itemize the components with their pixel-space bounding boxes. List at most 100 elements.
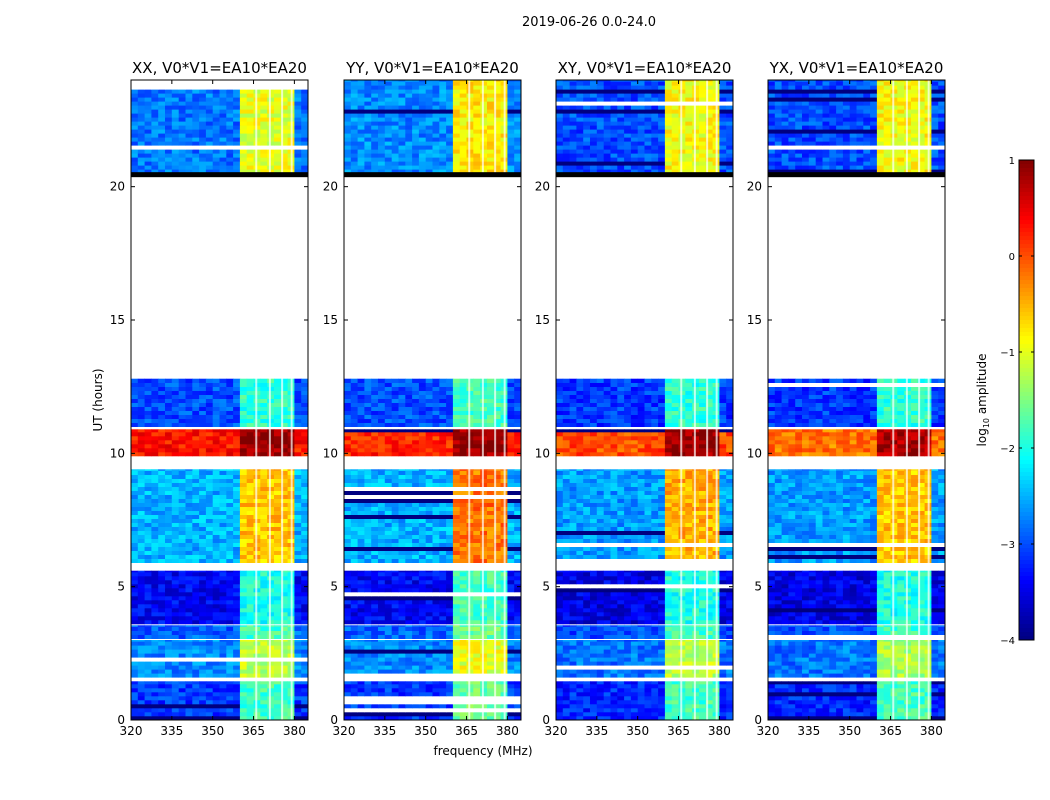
heatmap-cell: [487, 558, 495, 563]
heatmap-cell: [131, 436, 139, 441]
heatmap-cell: [192, 406, 200, 411]
heatmap-cell: [487, 616, 495, 621]
heatmap-cell: [274, 626, 282, 631]
heatmap-cell: [171, 498, 179, 503]
heatmap-cell: [151, 596, 159, 601]
heatmap-cell: [199, 470, 207, 475]
heatmap-cell: [439, 502, 447, 507]
heatmap-cell: [432, 570, 440, 573]
heatmap-cell: [294, 121, 302, 126]
heatmap-cell: [487, 386, 495, 391]
heatmap-cell: [507, 498, 515, 503]
heatmap-cell: [274, 93, 282, 98]
heatmap-cell: [473, 514, 481, 519]
heatmap-cell: [350, 653, 358, 658]
heatmap-cell: [487, 657, 495, 662]
heatmap-cell: [205, 478, 214, 483]
heatmap-cell: [246, 572, 254, 577]
heatmap-cell: [246, 125, 254, 130]
heatmap-cell: [226, 625, 234, 627]
heatmap-cell: [192, 452, 200, 457]
heatmap-cell: [260, 558, 268, 563]
heatmap-cell: [199, 554, 207, 559]
heatmap-cell: [432, 604, 440, 609]
heatmap-cell: [280, 81, 288, 86]
heatmap-cell: [459, 436, 467, 441]
heatmap-cell: [185, 704, 193, 709]
heatmap-cell: [412, 418, 420, 423]
heatmap-cell: [473, 530, 481, 535]
heatmap-cell: [452, 700, 461, 705]
heatmap-cell: [378, 661, 386, 666]
heatmap-cell: [219, 133, 227, 138]
heatmap-cell: [446, 382, 454, 387]
heatmap-cell: [233, 494, 241, 499]
heatmap-cell: [151, 153, 159, 158]
heatmap-cell: [151, 169, 159, 174]
heatmap-cell: [294, 394, 302, 399]
heatmap-cell: [378, 608, 386, 613]
heatmap-cell: [233, 522, 241, 527]
heatmap-cell: [151, 165, 159, 170]
heatmap-cell: [350, 550, 358, 555]
heatmap-cell: [280, 576, 288, 581]
heatmap-cell: [274, 630, 282, 635]
heatmap-cell: [280, 572, 288, 577]
heatmap-cell: [391, 440, 399, 445]
heatmap-cell: [131, 704, 139, 709]
heatmap-cell: [274, 530, 282, 535]
heatmap-cell: [487, 534, 495, 539]
heatmap-cell: [344, 665, 352, 670]
heatmap-cell: [301, 534, 309, 539]
heatmap-cell: [151, 612, 159, 617]
heatmap-cell: [412, 692, 420, 697]
heatmap-cell: [137, 410, 145, 415]
heatmap-cell: [151, 133, 159, 138]
heatmap-cell: [425, 554, 433, 559]
heatmap-cell: [432, 469, 440, 471]
heatmap-cell: [151, 469, 159, 471]
heatmap-cell: [192, 486, 200, 491]
heatmap-cell: [260, 700, 268, 705]
heatmap-cell: [171, 81, 179, 86]
heatmap-cell: [405, 410, 413, 415]
heatmap-cell: [260, 681, 268, 685]
heatmap-cell: [192, 85, 200, 90]
heatmap-cell: [185, 390, 193, 395]
heatmap-cell: [384, 394, 392, 399]
heatmap-cell: [514, 432, 522, 437]
heatmap-cell: [439, 612, 447, 617]
heatmap-cell: [294, 101, 302, 106]
heatmap-cell: [371, 414, 379, 419]
heatmap-cell: [151, 498, 159, 503]
heatmap-cell: [514, 641, 522, 646]
heatmap-cell: [260, 665, 268, 670]
heatmap-cell: [144, 85, 152, 90]
heatmap-cell: [446, 378, 454, 383]
heatmap-cell: [212, 129, 220, 134]
heatmap-cell: [131, 101, 139, 106]
heatmap-cell: [378, 665, 386, 670]
heatmap-cell: [131, 494, 139, 499]
heatmap-cell: [364, 494, 372, 499]
heatmap-cell: [507, 414, 515, 419]
heatmap-cell: [171, 665, 179, 670]
heatmap-cell: [473, 534, 481, 539]
heatmap-cell: [219, 510, 227, 515]
heatmap-cell: [233, 570, 241, 573]
heatmap-cell: [425, 157, 433, 162]
heatmap-cell: [439, 382, 447, 387]
heatmap-cell: [344, 688, 352, 693]
heatmap-cell: [280, 414, 288, 419]
heatmap-cell: [357, 402, 365, 407]
heatmap-cell: [344, 422, 352, 427]
heatmap-cell: [226, 429, 234, 433]
heatmap-cell: [137, 490, 145, 495]
heatmap-cell: [212, 422, 220, 427]
heatmap-cell: [274, 145, 282, 150]
heatmap-cell: [185, 486, 193, 491]
heatmap-cell: [178, 692, 186, 697]
heatmap-cell: [165, 436, 173, 441]
heatmap-cell: [239, 704, 248, 709]
heatmap-cell: [274, 153, 282, 158]
